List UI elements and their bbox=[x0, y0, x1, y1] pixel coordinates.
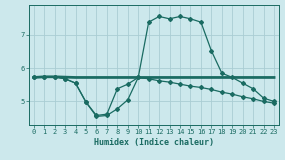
X-axis label: Humidex (Indice chaleur): Humidex (Indice chaleur) bbox=[94, 138, 214, 147]
